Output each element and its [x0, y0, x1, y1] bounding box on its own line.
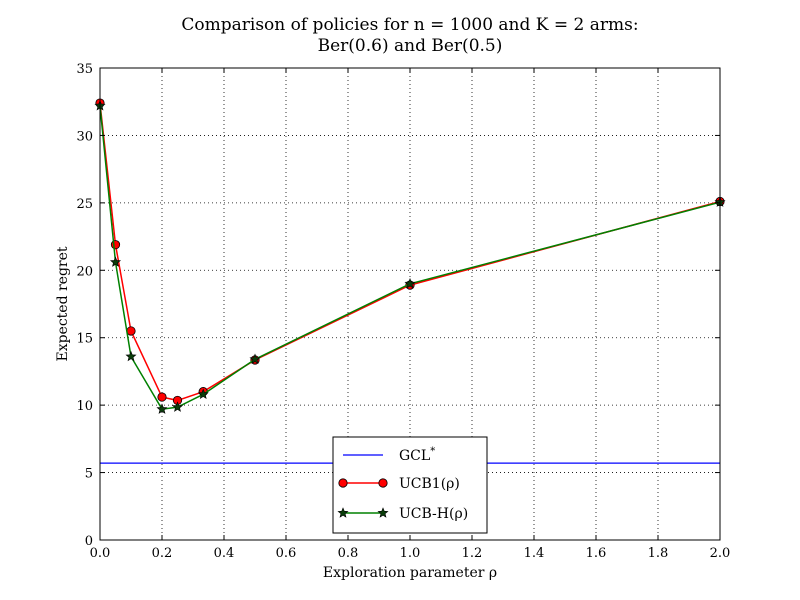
y-tick-label: 15	[76, 332, 93, 347]
ucb1-point	[126, 326, 136, 336]
legend-marker-star	[377, 507, 389, 518]
ucb1-point	[110, 240, 121, 250]
x-tick-label: 1.2	[462, 546, 483, 561]
ucb-h-point	[404, 277, 416, 289]
legend: GCL* UCB1(ρ) UCB-H(ρ)	[332, 436, 488, 534]
x-tick-label: 1.8	[648, 546, 669, 561]
legend-label: UCB-H(ρ)	[399, 506, 468, 522]
legend-box	[332, 436, 488, 534]
legend-marker-circle	[378, 478, 388, 488]
x-axis-label: Exploration parameter ρ	[323, 565, 497, 581]
ucb-h-point	[249, 353, 261, 364]
y-tick-label: 35	[76, 62, 93, 77]
y-tick-label: 0	[85, 534, 93, 549]
y-tick-label: 25	[76, 197, 93, 212]
x-tick-label: 0.2	[152, 546, 173, 561]
ucb1-point	[157, 392, 167, 402]
legend-label: GCL*	[399, 446, 435, 464]
x-tick-label: 0.8	[338, 546, 359, 561]
ucb-h-point	[197, 388, 209, 400]
x-tick-label: 0.6	[276, 546, 297, 561]
chart-title-line1: Comparison of policies for n = 1000 and …	[181, 15, 638, 35]
chart-title-line2: Ber(0.6) and Ber(0.5)	[318, 36, 503, 56]
legend-label-superscript: *	[430, 446, 435, 457]
grid	[100, 68, 720, 540]
x-tick-label: 0.4	[214, 546, 235, 561]
ucb-h-point	[156, 403, 168, 414]
x-tick-label: 2.0	[710, 546, 731, 561]
x-tick-label: 1.4	[524, 546, 545, 561]
axis-ticks: 0.0 0.2 0.4 0.6 0.8 1.0 1.2 1.4 1.6 1.8 2.0 0 5 10 15 2…	[76, 62, 730, 561]
legend-marker-circle	[338, 478, 348, 488]
ucb-h-point	[109, 256, 122, 267]
legend-marker-star	[337, 507, 349, 518]
legend-label: UCB1(ρ)	[399, 476, 460, 492]
y-tick-label: 30	[76, 129, 93, 144]
y-tick-label: 10	[76, 399, 93, 414]
x-tick-label: 0.0	[90, 546, 111, 561]
ucb-h-point	[125, 350, 137, 362]
x-tick-label: 1.0	[400, 546, 421, 561]
y-tick-label: 5	[85, 467, 93, 482]
x-tick-label: 1.6	[586, 546, 607, 561]
ucb-h-point	[171, 401, 184, 412]
y-axis-label: Expected regret	[55, 246, 71, 361]
y-tick-label: 20	[76, 264, 93, 279]
